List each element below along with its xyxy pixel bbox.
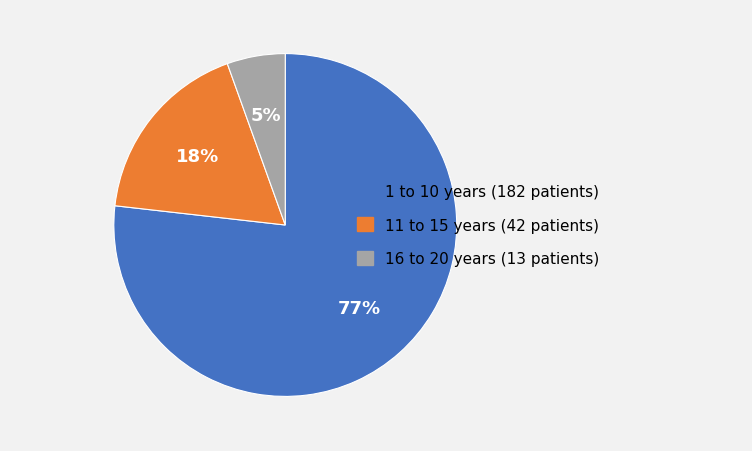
Text: 5%: 5% [251, 107, 281, 125]
Wedge shape [114, 55, 456, 396]
Text: 18%: 18% [176, 147, 220, 166]
Wedge shape [115, 64, 285, 226]
Wedge shape [227, 55, 285, 226]
Legend: 1 to 10 years (182 patients), 11 to 15 years (42 patients), 16 to 20 years (13 p: 1 to 10 years (182 patients), 11 to 15 y… [357, 184, 599, 267]
Text: 77%: 77% [338, 299, 381, 318]
